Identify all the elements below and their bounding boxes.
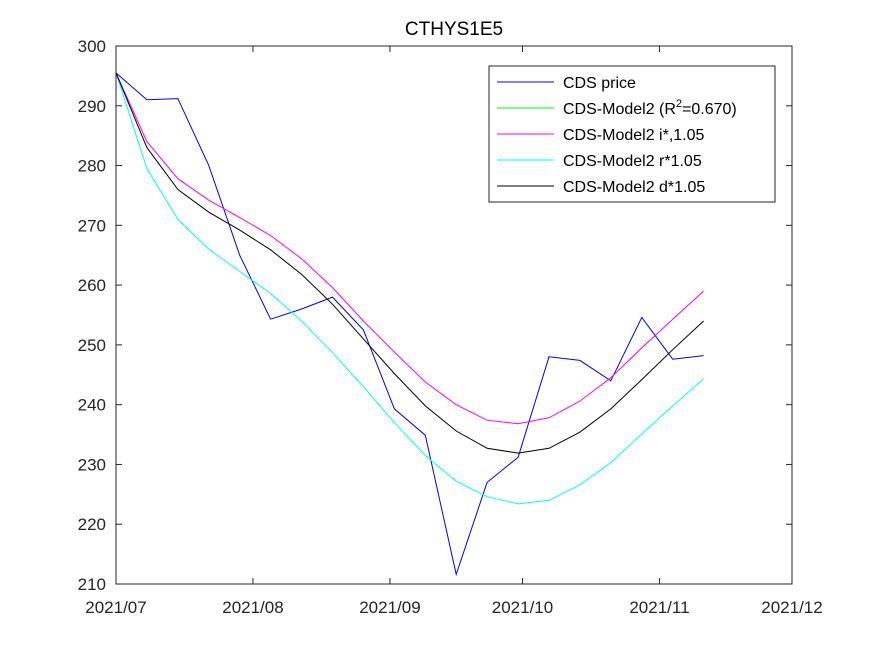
x-tick-label: 2021/10 <box>492 598 553 617</box>
legend-label-suffix: =0.670) <box>682 101 737 118</box>
x-tick-label: 2021/08 <box>222 598 283 617</box>
legend-label-text: CDS-Model2 i*,1.05 <box>563 127 705 144</box>
x-tick-label: 2021/07 <box>85 598 146 617</box>
y-tick-label: 230 <box>78 455 106 474</box>
legend-label-superscript: 2 <box>676 98 682 110</box>
legend-label-1: CDS-Model2 (R2=0.670) <box>563 98 737 118</box>
legend-label-4: CDS-Model2 d*1.05 <box>563 179 705 196</box>
y-tick-label: 300 <box>78 37 106 56</box>
y-tick-label: 270 <box>78 216 106 235</box>
legend-label-text: CDS-Model2 r*1.05 <box>563 153 702 170</box>
x-tick-label: 2021/12 <box>761 598 822 617</box>
ticks-layer: 2021/07 2021/08 2021/09 2021/10 2021/11 2021/… <box>78 37 823 617</box>
x-tick-label: 2021/11 <box>629 598 689 617</box>
series-line-2 <box>115 72 704 425</box>
legend-label-text: CDS price <box>563 75 636 92</box>
legend-label-text: CDS-Model2 d*1.05 <box>563 179 705 196</box>
y-tick-label: 240 <box>78 396 106 415</box>
legend-label-0: CDS price <box>563 75 636 92</box>
legend-label-2: CDS-Model2 i*,1.05 <box>563 127 705 144</box>
y-tick-label: 290 <box>78 97 106 116</box>
x-tick-label: 2021/09 <box>359 598 420 617</box>
y-tick-label: 210 <box>78 575 106 594</box>
y-tick-label: 260 <box>78 276 106 295</box>
y-tick-label: 250 <box>78 336 106 355</box>
series-line-0 <box>115 72 704 577</box>
legend-label-text: CDS-Model2 (R <box>563 101 676 118</box>
chart-title: CTHYS1E5 <box>405 19 503 40</box>
legend-label-3: CDS-Model2 r*1.05 <box>563 153 702 170</box>
series-line-3 <box>115 72 704 505</box>
y-tick-label: 280 <box>78 157 106 176</box>
series-line-4 <box>115 72 704 454</box>
y-tick-label: 220 <box>78 515 106 534</box>
series-layer <box>115 72 704 577</box>
